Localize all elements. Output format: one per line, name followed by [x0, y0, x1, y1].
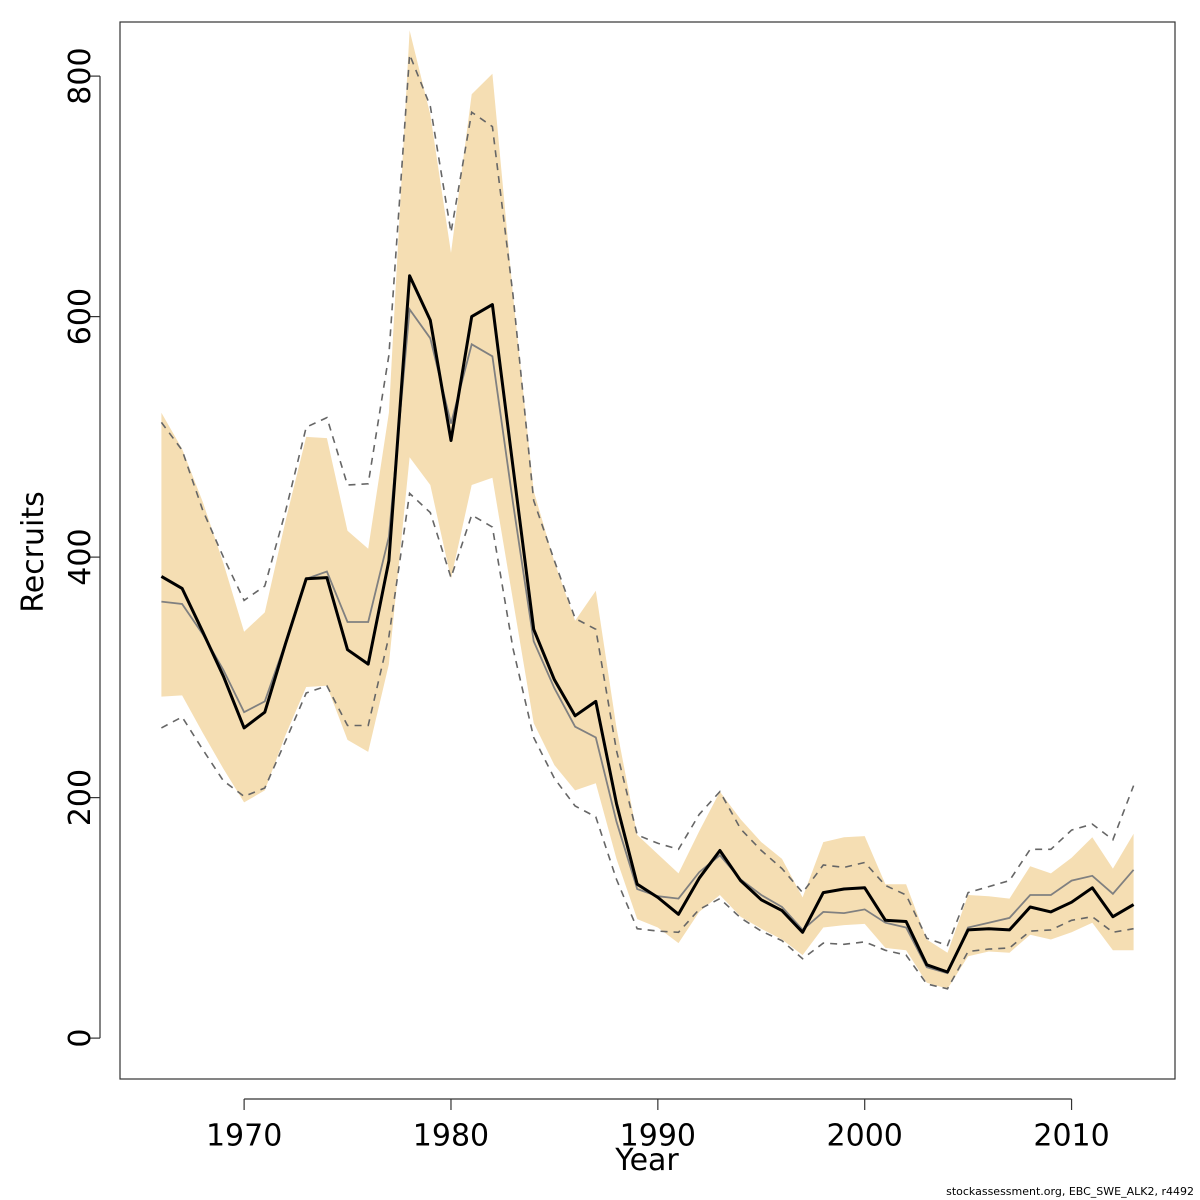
x-tick-label: 1970 [206, 1119, 282, 1154]
plot-frame [119, 21, 1176, 1080]
upper-interval-line [160, 54, 1135, 947]
y-tick-label: 600 [63, 288, 98, 345]
axes-layer: 1970 1980 1990 2000 2010 0 200 400 600 800 [63, 47, 1110, 1153]
recruits-estimate-line [160, 274, 1135, 974]
y-tick-label: 400 [63, 528, 98, 585]
x-axis-title: Year [614, 1143, 679, 1178]
confidence-band [161, 30, 1134, 989]
estimate-lines-layer [160, 274, 1135, 975]
credit-footer: stockassessment.org, EBC_SWE_ALK2, r4492 [946, 1185, 1194, 1198]
x-tick-label: 1980 [413, 1119, 489, 1154]
y-tick-label: 200 [63, 769, 98, 826]
x-tick-label: 1990 [620, 1119, 696, 1154]
confidence-band-layer [161, 30, 1134, 989]
y-axis-title: Recruits [16, 491, 51, 613]
y-tick-label: 800 [63, 47, 98, 104]
x-tick-label: 2000 [827, 1119, 903, 1154]
y-tick-label: 0 [63, 1029, 98, 1048]
alternate-estimate-line [161, 306, 1135, 975]
x-tick-label: 2010 [1033, 1119, 1109, 1154]
interval-lines-layer [160, 54, 1135, 990]
